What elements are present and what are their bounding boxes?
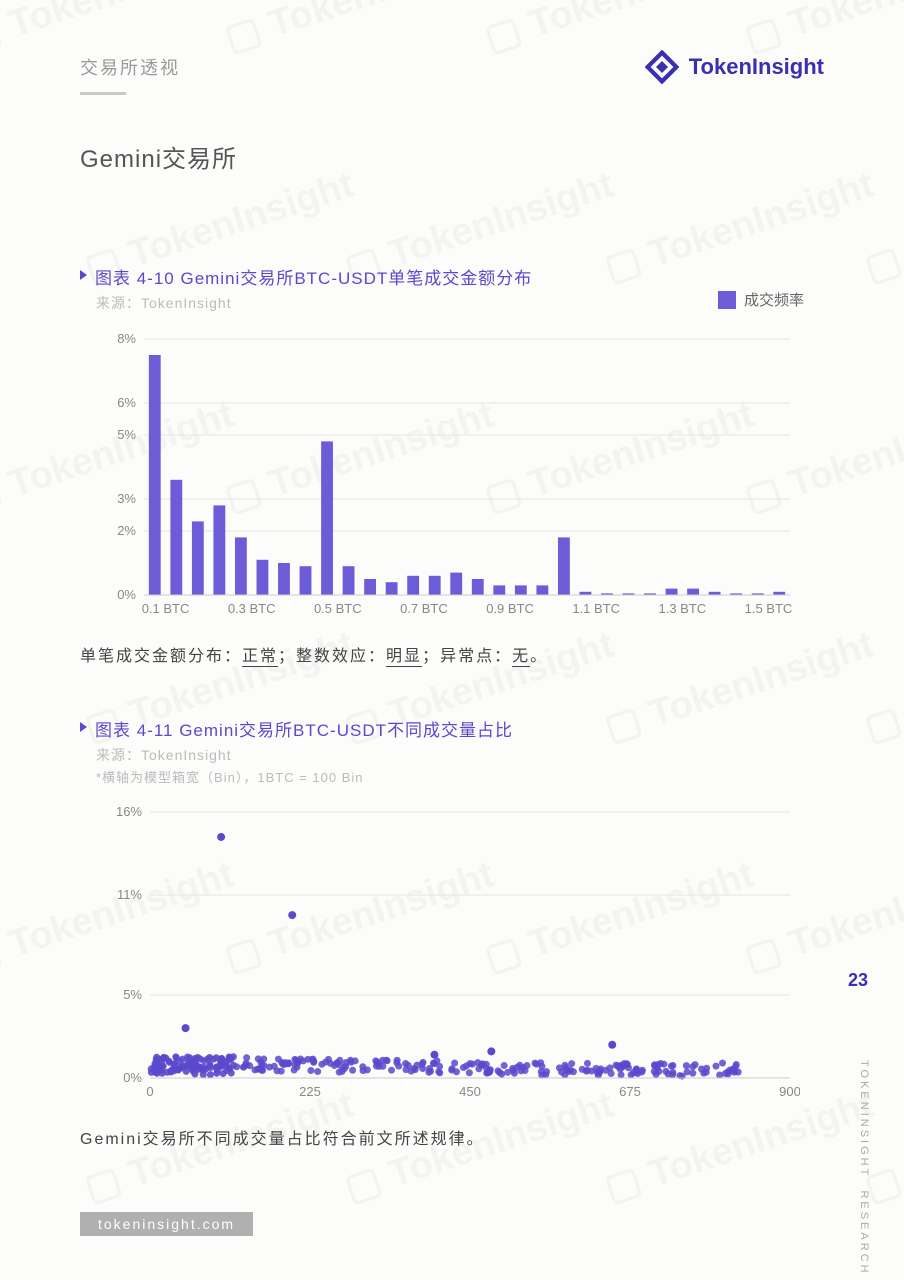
page-title: Gemini交易所 bbox=[80, 139, 824, 174]
chart2-svg: 0% 5% 11% 16% 0 225 450 675 900 bbox=[100, 806, 800, 1106]
triangle-icon bbox=[80, 722, 87, 732]
svg-text:8%: 8% bbox=[117, 333, 136, 346]
svg-text:0.9 BTC: 0.9 BTC bbox=[486, 601, 534, 616]
chart2-title: 图表 4-11 Gemini交易所BTC-USDT不同成交量占比 bbox=[95, 716, 513, 741]
legend-label: 成交频率 bbox=[744, 289, 804, 310]
svg-text:450: 450 bbox=[459, 1084, 481, 1099]
legend-swatch bbox=[718, 291, 736, 309]
chart1-svg: 0% 2% 3% 5% 6% 8% 0.1 BTC 0.3 BTC 0.5 BTC 0.7 BTC… bbox=[100, 333, 800, 623]
svg-text:6%: 6% bbox=[117, 395, 136, 410]
svg-text:3%: 3% bbox=[117, 491, 136, 506]
svg-text:16%: 16% bbox=[116, 806, 142, 819]
svg-text:0%: 0% bbox=[123, 1070, 142, 1085]
chart2-source: 来源：TokenInsight bbox=[96, 745, 824, 765]
svg-text:5%: 5% bbox=[123, 987, 142, 1002]
logo-icon bbox=[645, 50, 679, 84]
chart1-title: 图表 4-10 Gemini交易所BTC-USDT单笔成交金额分布 bbox=[95, 264, 532, 289]
svg-text:675: 675 bbox=[619, 1084, 641, 1099]
chart1-source: 来源：TokenInsight bbox=[96, 293, 824, 313]
chart-4-11: 图表 4-11 Gemini交易所BTC-USDT不同成交量占比 来源：Toke… bbox=[80, 716, 824, 1149]
chart1-caption: 单笔成交金额分布：正常；整数效应：明显；异常点：无。 bbox=[80, 642, 824, 666]
brand-text: TokenInsight bbox=[689, 54, 824, 80]
svg-text:900: 900 bbox=[779, 1084, 800, 1099]
svg-text:1.1 BTC: 1.1 BTC bbox=[572, 601, 620, 616]
svg-text:0.5 BTC: 0.5 BTC bbox=[314, 601, 362, 616]
svg-text:0.3 BTC: 0.3 BTC bbox=[228, 601, 276, 616]
svg-text:2%: 2% bbox=[117, 523, 136, 538]
svg-text:1.5 BTC: 1.5 BTC bbox=[745, 601, 793, 616]
svg-text:11%: 11% bbox=[117, 887, 142, 902]
svg-text:0.1 BTC: 0.1 BTC bbox=[142, 601, 190, 616]
section-label: 交易所透视 bbox=[80, 54, 180, 80]
svg-text:0.7 BTC: 0.7 BTC bbox=[400, 601, 448, 616]
chart2-caption: Gemini交易所不同成交量占比符合前文所述规律。 bbox=[80, 1125, 824, 1149]
brand-logo: TokenInsight bbox=[645, 50, 824, 84]
svg-text:5%: 5% bbox=[117, 427, 136, 442]
svg-text:1.3 BTC: 1.3 BTC bbox=[658, 601, 706, 616]
chart1-legend: 成交频率 bbox=[718, 289, 804, 310]
triangle-icon bbox=[80, 270, 87, 280]
chart-4-10: 图表 4-10 Gemini交易所BTC-USDT单笔成交金额分布 来源：Tok… bbox=[80, 264, 824, 666]
svg-text:0: 0 bbox=[146, 1084, 153, 1099]
chart2-note: *横轴为模型箱宽（Bin），1BTC = 100 Bin bbox=[96, 767, 824, 786]
svg-text:225: 225 bbox=[299, 1084, 321, 1099]
svg-text:0%: 0% bbox=[117, 587, 136, 602]
section-underline bbox=[80, 92, 126, 95]
